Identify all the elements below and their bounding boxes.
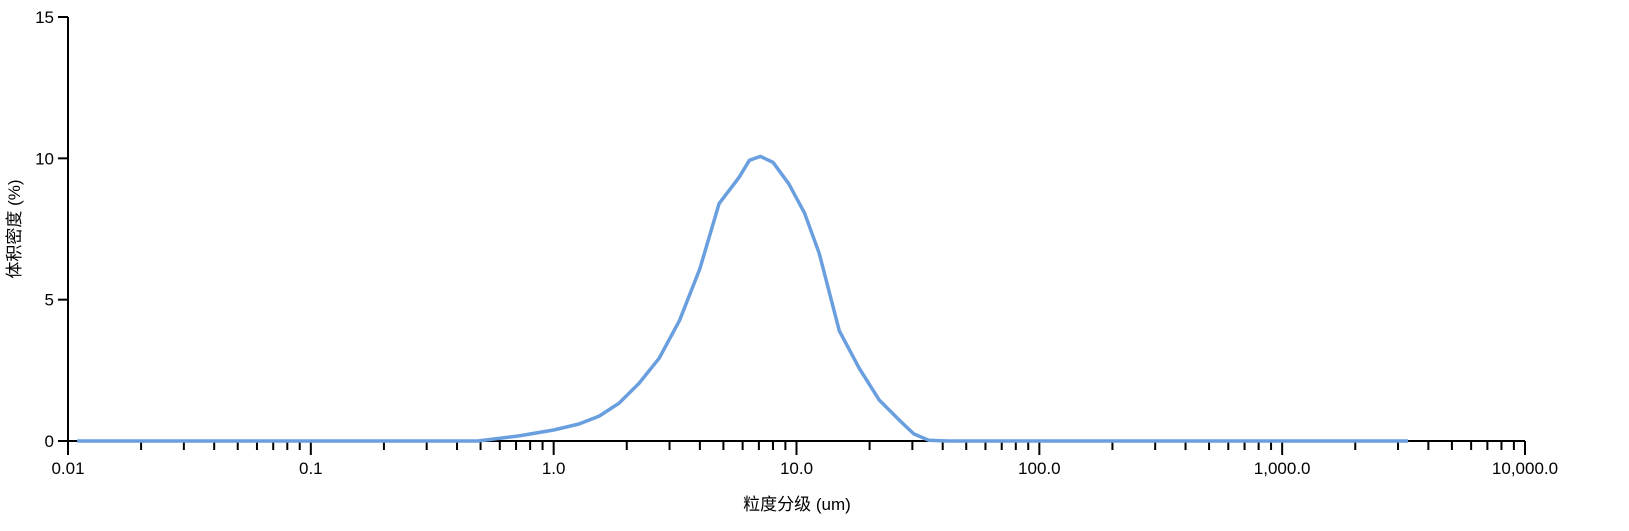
x-tick-label: 1.0	[542, 459, 566, 478]
x-axis-label: 粒度分级 (um)	[743, 495, 851, 514]
x-tick-label: 1,000.0	[1254, 459, 1311, 478]
y-axis-label: 体积密度 (%)	[5, 179, 24, 278]
y-tick-label: 10	[35, 149, 54, 168]
axes: 0 5 10 15 0.01 0.1 1.0 10.0 100.0 1,000.0 10,000.0	[35, 8, 1558, 478]
y-tick-label: 5	[45, 291, 54, 310]
x-tick-label: 10,000.0	[1492, 459, 1558, 478]
x-tick-label: 0.01	[51, 459, 84, 478]
x-tick-label: 10.0	[780, 459, 813, 478]
series-line	[77, 156, 1408, 441]
x-tick-label: 100.0	[1018, 459, 1061, 478]
y-tick-label: 0	[45, 432, 54, 451]
x-tick-label: 0.1	[299, 459, 323, 478]
y-tick-label: 15	[35, 8, 54, 27]
